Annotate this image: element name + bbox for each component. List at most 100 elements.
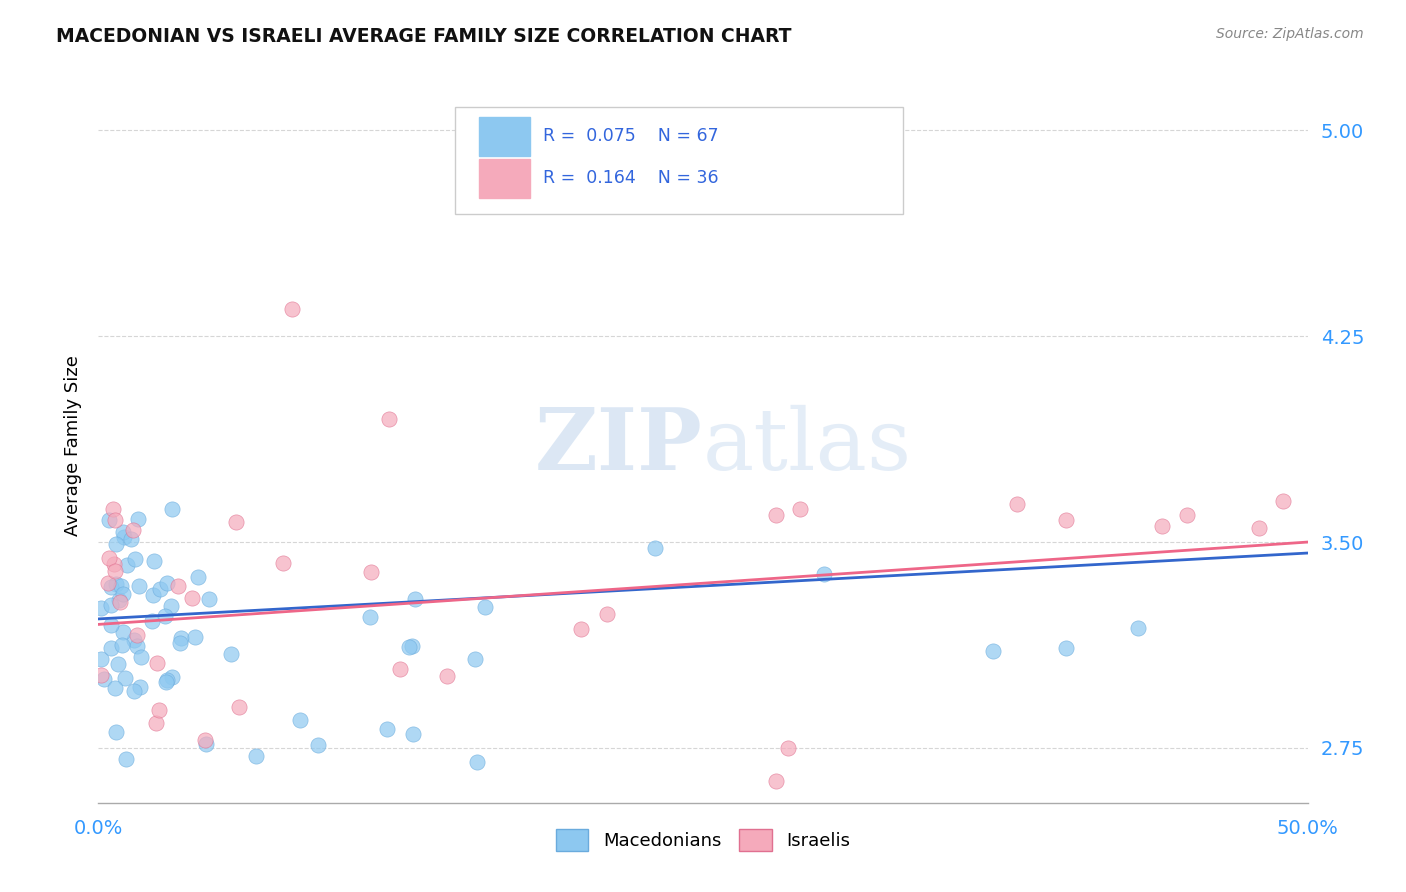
Point — [404, 592, 426, 607]
Point — [155, 675, 177, 690]
Point — [464, 652, 486, 666]
Point — [100, 580, 122, 594]
Point — [124, 632, 146, 647]
Point — [160, 502, 183, 516]
Point — [776, 740, 799, 755]
FancyBboxPatch shape — [456, 107, 903, 214]
Point — [146, 656, 169, 670]
Point — [187, 570, 209, 584]
Point — [129, 680, 152, 694]
Point — [465, 755, 488, 769]
Text: ZIP: ZIP — [536, 404, 703, 488]
Point — [129, 650, 152, 665]
Point — [100, 640, 122, 655]
Point — [225, 516, 247, 530]
Point — [104, 681, 127, 695]
Point — [170, 632, 193, 646]
Point — [108, 595, 131, 609]
Point — [644, 541, 666, 556]
Point — [124, 551, 146, 566]
Point — [198, 592, 221, 607]
Point — [148, 703, 170, 717]
Point — [271, 557, 294, 571]
Point — [789, 502, 811, 516]
Point — [90, 601, 112, 615]
Point — [97, 575, 120, 590]
Point — [104, 725, 127, 739]
Point — [101, 502, 124, 516]
Point — [401, 639, 423, 653]
Point — [219, 647, 242, 661]
Point — [142, 588, 165, 602]
Point — [122, 684, 145, 698]
Point — [765, 773, 787, 788]
Point — [359, 610, 381, 624]
Point — [125, 628, 148, 642]
Point — [281, 301, 304, 316]
Point — [398, 640, 420, 654]
Point — [228, 699, 250, 714]
Point — [194, 732, 217, 747]
Point — [1272, 494, 1295, 508]
Point — [1152, 518, 1174, 533]
Point — [360, 565, 382, 579]
Point — [105, 537, 128, 551]
Point — [149, 582, 172, 597]
Point — [1007, 497, 1029, 511]
Point — [90, 651, 112, 665]
Point — [100, 618, 122, 632]
Point — [155, 608, 177, 623]
Point — [110, 579, 132, 593]
Legend: Macedonians, Israelis: Macedonians, Israelis — [548, 822, 858, 858]
Point — [981, 644, 1004, 658]
Point — [245, 749, 267, 764]
Point — [156, 673, 179, 688]
Point — [107, 657, 129, 671]
Point — [813, 566, 835, 581]
Point — [90, 668, 112, 682]
Point — [474, 600, 496, 615]
Point — [112, 530, 135, 544]
Point — [1054, 513, 1077, 527]
Point — [569, 623, 592, 637]
Point — [156, 575, 179, 590]
Point — [184, 630, 207, 644]
Point — [180, 591, 202, 606]
Point — [1054, 641, 1077, 656]
Point — [375, 722, 398, 736]
Text: R =  0.164    N = 36: R = 0.164 N = 36 — [543, 169, 718, 187]
Point — [195, 737, 218, 751]
Point — [167, 579, 190, 593]
Point — [159, 599, 181, 613]
Point — [1128, 621, 1150, 635]
Text: Source: ZipAtlas.com: Source: ZipAtlas.com — [1216, 27, 1364, 41]
Point — [105, 576, 128, 591]
Point — [111, 625, 134, 640]
Point — [93, 672, 115, 686]
Point — [389, 662, 412, 676]
Point — [128, 579, 150, 593]
Bar — [479, 117, 530, 156]
Point — [596, 607, 619, 621]
Point — [111, 639, 134, 653]
Point — [114, 671, 136, 685]
Point — [107, 593, 129, 607]
Text: R =  0.075    N = 67: R = 0.075 N = 67 — [543, 128, 718, 145]
Point — [104, 564, 127, 578]
Point — [1249, 521, 1271, 535]
Point — [141, 614, 163, 628]
Point — [169, 636, 191, 650]
Point — [103, 558, 125, 572]
Point — [98, 513, 121, 527]
Text: atlas: atlas — [703, 404, 912, 488]
Point — [377, 411, 399, 425]
Point — [142, 554, 165, 568]
Point — [115, 752, 138, 766]
Point — [290, 714, 312, 728]
Point — [1175, 508, 1198, 522]
Point — [111, 524, 134, 539]
Point — [115, 558, 138, 572]
Point — [98, 551, 121, 566]
Point — [111, 587, 134, 601]
Point — [765, 508, 787, 522]
